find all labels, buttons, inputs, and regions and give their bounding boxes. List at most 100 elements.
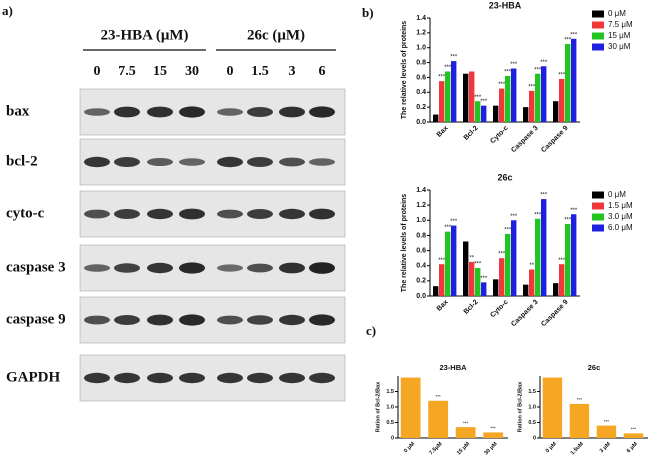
significance-label: *** — [480, 99, 488, 105]
significance-label: *** — [564, 38, 572, 44]
y-tick-label: 1.5 — [528, 389, 536, 395]
x-tick-label: Caspase 3 — [510, 299, 540, 329]
significance-label: *** — [438, 75, 446, 81]
legend-swatch — [592, 202, 604, 210]
significance-label: *** — [474, 95, 482, 101]
blot-band — [309, 208, 335, 220]
bar — [469, 71, 475, 122]
significance-label: *** — [498, 252, 506, 258]
y-axis-label: The relative levels of proteins — [401, 21, 408, 120]
concentration-label: 0 — [227, 64, 234, 79]
blot-band — [217, 108, 243, 116]
y-tick-label: 1.2 — [416, 202, 426, 209]
legend-swatch — [592, 191, 604, 199]
blot-band — [84, 264, 110, 272]
blot-band — [279, 314, 305, 326]
legend-swatch — [592, 32, 604, 40]
bar — [505, 75, 511, 122]
blot-band — [114, 315, 140, 325]
bar — [400, 377, 421, 438]
blot-band — [84, 108, 110, 116]
y-tick-label: 0.4 — [416, 263, 426, 270]
blot-band — [309, 106, 335, 118]
chart: 26c Ration of Bcl-2/Bax 0 0.5 1.0 1.5 0 μM 1.5u… — [517, 363, 648, 456]
x-tick-label: 3 μM — [599, 441, 612, 454]
chart-title: 26c — [588, 363, 601, 372]
bar — [541, 66, 547, 122]
blot-band — [247, 157, 273, 167]
y-tick-label: 1.0 — [416, 45, 426, 52]
blot-band — [247, 372, 273, 384]
bar — [493, 105, 499, 122]
bar — [505, 233, 511, 296]
x-tick-label: Cyto-c — [489, 299, 509, 319]
y-tick-label: 1.5 — [386, 389, 394, 395]
y-tick-label: 0.6 — [416, 247, 426, 254]
bar — [523, 107, 529, 122]
blot-band — [279, 372, 305, 384]
bar — [523, 284, 529, 296]
y-tick-label: 0.8 — [416, 59, 426, 66]
blot-band — [179, 158, 205, 166]
bar — [623, 433, 644, 438]
bar — [451, 225, 457, 296]
bar — [481, 282, 487, 296]
y-tick-label: 0.5 — [528, 420, 536, 426]
y-axis-label: The relative levels of proteins — [401, 194, 408, 293]
blot-band — [84, 372, 110, 384]
bar — [535, 73, 541, 122]
significance-label: *** — [631, 427, 637, 432]
y-tick-label: 1.2 — [416, 30, 426, 37]
concentration-label: 7.5 — [118, 64, 136, 79]
concentration-label: 15 — [153, 64, 167, 79]
legend-label: 15 μM — [608, 31, 631, 40]
chart-title: 26c — [497, 172, 512, 182]
blot-band — [84, 209, 110, 219]
x-tick-label: Caspase 9 — [540, 299, 570, 329]
concentration-label: 30 — [185, 64, 199, 79]
bar — [463, 73, 469, 122]
y-tick-label: 0.4 — [416, 89, 426, 96]
blot-band — [179, 372, 205, 384]
blot-band — [279, 157, 305, 167]
significance-label: *** — [510, 62, 518, 68]
protein-label: caspase 3 — [6, 259, 66, 275]
protein-label: bcl-2 — [6, 153, 38, 169]
blot-band — [114, 209, 140, 219]
blot-band — [217, 372, 243, 384]
significance-label: *** — [570, 208, 578, 214]
blot-band — [279, 106, 305, 118]
bar — [455, 427, 476, 438]
blot-band — [279, 262, 305, 274]
y-tick-label: 0.2 — [416, 278, 426, 285]
bar — [499, 88, 505, 122]
bar — [542, 377, 563, 438]
bar — [481, 105, 487, 122]
bar — [475, 101, 481, 122]
y-tick-label: 1.4 — [416, 15, 426, 22]
y-tick-label: 0 — [391, 435, 394, 441]
bar — [439, 264, 445, 296]
significance-label: *** — [540, 60, 548, 66]
bar — [433, 114, 439, 122]
legend-label: 7.5 μM — [608, 20, 633, 29]
x-tick-label: 0 μM — [545, 441, 558, 454]
y-tick-label: 0.8 — [416, 232, 426, 239]
protein-label: caspase 9 — [6, 311, 66, 327]
bar — [483, 432, 504, 438]
x-tick-label: 6 μM — [626, 441, 639, 454]
blot-band — [147, 208, 173, 220]
significance-label: *** — [444, 65, 452, 71]
chart: 26c The relative levels of proteins 0.0 0.2… — [401, 172, 633, 328]
significance-label: *** — [438, 258, 446, 264]
bar — [499, 258, 505, 296]
significance-label: *** — [450, 55, 458, 61]
y-tick-label: 0.5 — [386, 420, 394, 426]
bar — [529, 90, 535, 122]
blot-band — [84, 315, 110, 325]
bar — [596, 425, 617, 438]
panel-label: c) — [366, 323, 376, 338]
y-tick-label: 1.4 — [416, 187, 426, 194]
significance-label: *** — [604, 419, 610, 424]
legend-swatch — [592, 213, 604, 221]
